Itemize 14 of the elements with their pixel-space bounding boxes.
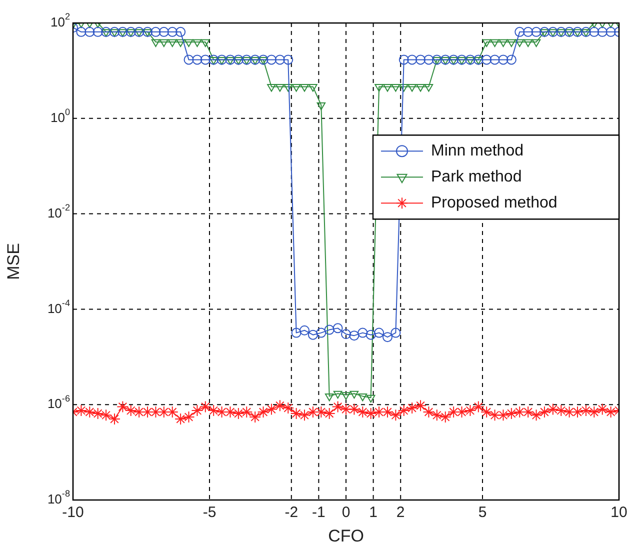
x-axis-title: CFO [328, 526, 364, 546]
x-tick-label: 10 [610, 504, 628, 522]
x-tick-label: 1 [369, 504, 378, 522]
x-tick-label: -2 [284, 504, 298, 522]
legend-label: Proposed method [431, 194, 558, 212]
legend-label: Park method [431, 168, 522, 186]
x-tick-label: -10 [62, 504, 84, 522]
x-tick-label: 5 [478, 504, 487, 522]
x-tick-label: -1 [312, 504, 326, 522]
x-tick-label: 2 [396, 504, 405, 522]
x-tick-label: -5 [202, 504, 216, 522]
x-tick-label: 0 [342, 504, 350, 522]
y-axis-title: MSE [4, 243, 23, 280]
legend-label: Minn method [431, 142, 524, 160]
